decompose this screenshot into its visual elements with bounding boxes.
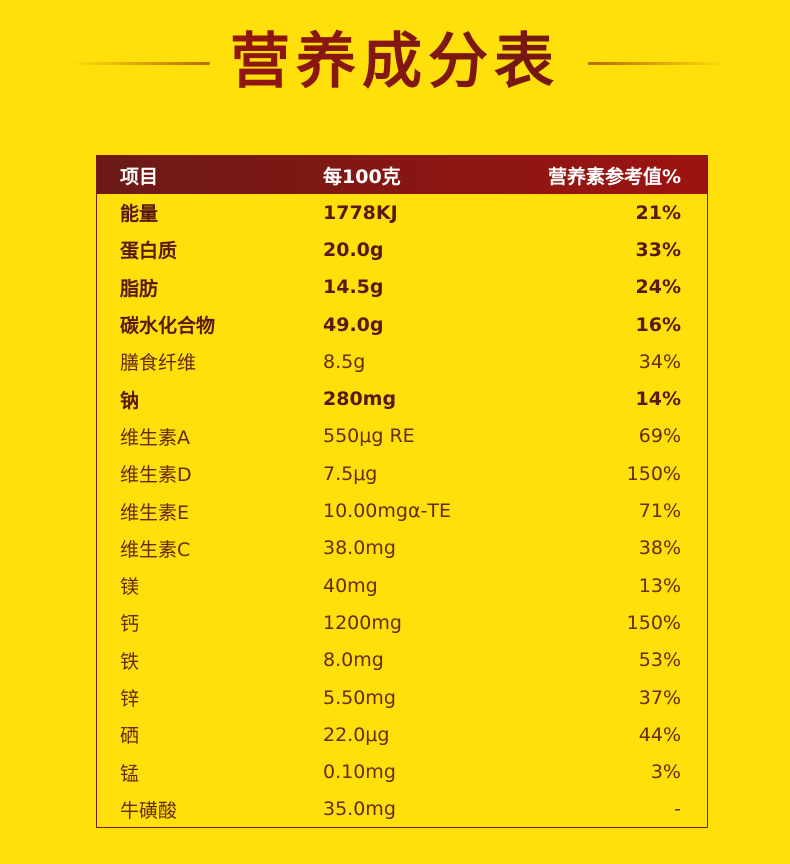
title-divider-left [70,62,210,65]
title-banner: 营养成分表 [0,22,790,102]
table-row: 维生素D 7.5μg 150% [97,455,707,492]
table-row: 牛磺酸 35.0mg - [97,791,707,828]
cell-per100g: 22.0μg [323,723,390,746]
cell-item: 维生素C [120,538,191,561]
cell-per100g: 1778KJ [323,201,398,224]
table-row: 钙 1200mg 150% [97,604,707,641]
cell-item: 铁 [120,650,140,673]
cell-nrv: 150% [626,462,681,485]
cell-per100g: 280mg [323,388,397,411]
cell-nrv: 44% [638,723,681,746]
cell-per100g: 40mg [323,574,378,597]
cell-item: 膳食纤维 [120,352,197,375]
table-row: 碳水化合物 49.0g 16% [97,306,707,343]
cell-nrv: 3% [650,761,681,784]
cell-nrv: 33% [635,238,681,261]
cell-per100g: 1200mg [323,611,402,634]
cell-item: 牛磺酸 [120,799,178,822]
cell-per100g: 0.10mg [323,761,396,784]
cell-nrv: 53% [638,649,681,672]
cell-nrv: 13% [638,574,681,597]
cell-per100g: 35.0mg [323,798,396,821]
cell-item: 硒 [120,725,140,748]
cell-per100g: 49.0g [323,313,384,336]
cell-item: 维生素E [120,501,190,524]
cell-item: 维生素D [120,464,192,487]
cell-nrv: 24% [635,276,681,299]
cell-item: 锰 [120,762,140,785]
cell-per100g: 14.5g [323,276,384,299]
cell-item: 蛋白质 [120,240,178,263]
cell-per100g: 550μg RE [323,425,415,448]
cell-nrv: 71% [638,500,681,523]
cell-per100g: 7.5μg [323,462,378,485]
cell-item: 脂肪 [120,277,159,300]
cell-nrv: 21% [635,201,681,224]
cell-item: 锌 [120,688,140,710]
header-item: 项目 [120,165,159,188]
table-header: 项目 每100克 营养素参考值% [97,156,707,194]
table-row: 锰 0.10mg 3% [97,753,707,790]
header-per100g: 每100克 [323,165,401,188]
table-row: 锌 5.50mg 37% [97,679,707,716]
cell-nrv: - [674,798,681,821]
cell-nrv: 37% [638,686,681,709]
cell-nrv: 34% [638,350,681,373]
cell-nrv: 14% [635,388,681,411]
cell-per100g: 8.5g [323,350,366,373]
table-row: 能量 1778KJ 21% [97,194,707,231]
cell-per100g: 5.50mg [323,686,396,709]
table-row: 维生素A 550μg RE 69% [97,418,707,455]
table-row: 维生素C 38.0mg 38% [97,530,707,567]
cell-item: 钙 [120,613,140,636]
cell-item: 钠 [120,389,140,412]
table-row: 膳食纤维 8.5g 34% [97,343,707,380]
cell-per100g: 10.00mgα-TE [323,500,451,523]
table-row: 钠 280mg 14% [97,380,707,417]
cell-item: 能量 [120,203,159,226]
cell-nrv: 69% [638,425,681,448]
cell-per100g: 38.0mg [323,537,396,560]
table-row: 铁 8.0mg 53% [97,642,707,679]
cell-per100g: 8.0mg [323,649,384,672]
table-row: 硒 22.0μg 44% [97,716,707,753]
cell-nrv: 16% [635,313,681,336]
cell-per100g: 20.0g [323,238,384,261]
table-row: 镁 40mg 13% [97,567,707,604]
table-row: 脂肪 14.5g 24% [97,269,707,306]
cell-nrv: 150% [626,611,681,634]
table-row: 蛋白质 20.0g 33% [97,231,707,268]
title-divider-right [588,62,728,65]
table-row: 维生素E 10.00mgα-TE 71% [97,492,707,529]
cell-nrv: 38% [638,537,681,560]
cell-item: 碳水化合物 [120,315,216,338]
cell-item: 镁 [120,576,140,599]
page-title: 营养成分表 [0,22,790,102]
header-nrv: 营养素参考值% [547,165,681,188]
nutrition-table: 项目 每100克 营养素参考值% 能量 1778KJ 21% 蛋白质 20.0g 33% 脂… [96,155,708,828]
cell-item: 维生素A [120,426,190,449]
